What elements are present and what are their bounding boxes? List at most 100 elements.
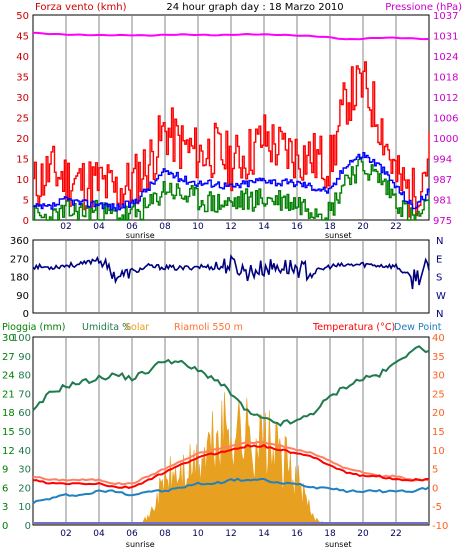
compass-tick-label: E <box>436 254 442 265</box>
hour-tick-label: 02 <box>60 222 71 232</box>
pressure-tick-label: 1037 <box>433 11 458 22</box>
hour-tick-label: 18 <box>324 222 336 232</box>
wind-tick-label: 50 <box>16 11 29 22</box>
hour-tick-label: 04 <box>93 529 105 539</box>
panel-frame-rain-humidity-temperature <box>32 336 430 526</box>
rain-tick-label: 30 <box>2 333 15 344</box>
hour-tick-label: 06 <box>126 529 138 539</box>
wind-tick-label: 25 <box>16 114 29 125</box>
direction-tick-label: 0 <box>23 309 29 320</box>
rain-tick-label: 18 <box>2 408 15 419</box>
temperature-tick-label: -10 <box>432 521 448 532</box>
hour-tick-label: 06 <box>126 222 138 232</box>
compass-tick-label: N <box>436 309 443 320</box>
wind-tick-label: 5 <box>23 196 29 207</box>
dewpoint-series <box>32 477 430 505</box>
hour-tick-label: 10 <box>192 222 204 232</box>
humidity-tick-label: 0 <box>25 521 31 532</box>
hour-tick-label: 20 <box>357 222 369 232</box>
pressure-tick-label: 981 <box>433 196 452 207</box>
pressure-tick-label: 1000 <box>433 134 458 145</box>
hour-tick-label: 02 <box>60 529 71 539</box>
hour-tick-label: 04 <box>93 222 105 232</box>
temperature-tick-label: 5 <box>432 465 438 476</box>
rain-tick-label: 3 <box>2 502 8 513</box>
wind-tick-label: 20 <box>16 134 29 145</box>
rain-humidity-temperature-plot <box>32 345 430 525</box>
wind-direction-plot <box>32 254 430 290</box>
pressure-tick-label: 1012 <box>433 93 458 104</box>
legend-entry: Riamoli 550 m <box>174 322 243 333</box>
panel-frame-wind-direction <box>32 239 430 314</box>
hour-tick-label: 14 <box>258 529 270 539</box>
compass-tick-label: W <box>436 291 446 302</box>
direction-tick-label: 90 <box>16 291 29 302</box>
rain-tick-label: 12 <box>2 446 15 457</box>
legend-entry: Temperatura (°C) <box>312 322 395 333</box>
temperature-tick-label: 40 <box>432 333 445 344</box>
temperature-tick-label: 25 <box>432 389 445 400</box>
legend-entry: Pioggia (mm) <box>2 322 65 333</box>
rain-tick-label: 27 <box>2 352 15 363</box>
hour-tick-label: 16 <box>291 222 303 232</box>
humidity-tick-label: 100 <box>12 333 31 344</box>
wind-tick-label: 15 <box>16 155 29 166</box>
temperature-tick-label: 10 <box>432 446 445 457</box>
sun-annotation-label: sunrise <box>126 231 155 240</box>
compass-tick-label: N <box>436 236 443 247</box>
compass-tick-label: S <box>436 273 442 284</box>
left-axis-label-wind: Forza vento (kmh) <box>35 2 127 13</box>
humidity-tick-label: 70 <box>18 389 31 400</box>
temperature-tick-label: 35 <box>432 352 445 363</box>
chart-title: 24 hour graph day : 18 Marzo 2010 <box>166 2 343 13</box>
humidity-tick-label: 50 <box>18 427 31 438</box>
sun-annotation-label: sunset <box>325 231 352 240</box>
wind-tick-label: 40 <box>16 52 29 63</box>
rain-tick-label: 24 <box>2 371 15 382</box>
pressure-tick-label: 987 <box>433 175 452 186</box>
direction-tick-label: 270 <box>10 254 29 265</box>
hour-tick-label: 16 <box>291 529 303 539</box>
humidity-tick-label: 10 <box>18 502 31 513</box>
humidity-tick-label: 80 <box>18 371 31 382</box>
pressure-series <box>33 31 430 41</box>
hour-tick-label: 14 <box>258 222 270 232</box>
hour-tick-label: 10 <box>192 529 204 539</box>
hour-tick-label: 22 <box>390 529 401 539</box>
legend-entry: Umidita % <box>82 322 131 333</box>
wind-min-series <box>33 156 430 221</box>
wind-pressure-plot <box>33 31 430 221</box>
wind-tick-label: 45 <box>16 32 29 43</box>
hour-tick-label: 08 <box>159 222 171 232</box>
humidity-tick-label: 20 <box>18 483 31 494</box>
pressure-tick-label: 1031 <box>433 32 458 43</box>
temperature-riamoli-series <box>32 440 430 486</box>
panel-frame-wind-pressure <box>32 14 430 221</box>
rain-tick-label: 15 <box>2 427 15 438</box>
humidity-tick-label: 30 <box>18 465 31 476</box>
humidity-tick-label: 90 <box>18 352 31 363</box>
humidity-series <box>32 345 430 427</box>
pressure-tick-label: 1006 <box>433 114 458 125</box>
direction-tick-label: 180 <box>10 273 29 284</box>
hour-tick-label: 12 <box>225 529 236 539</box>
humidity-tick-label: 60 <box>18 408 31 419</box>
humidity-tick-label: 40 <box>18 446 31 457</box>
legend-entry: Solar <box>125 322 149 333</box>
hour-tick-label: 18 <box>324 529 336 539</box>
rain-tick-label: 9 <box>2 465 8 476</box>
hour-tick-label: 12 <box>225 222 236 232</box>
wind-tick-label: 30 <box>16 93 29 104</box>
pressure-tick-label: 1018 <box>433 73 458 84</box>
wind-direction-series <box>32 254 430 290</box>
pressure-tick-label: 975 <box>433 216 452 227</box>
legend-entry: Dew Point <box>394 322 442 333</box>
wind-tick-label: 10 <box>16 175 29 186</box>
direction-tick-label: 360 <box>10 236 29 247</box>
temperature-tick-label: -5 <box>432 502 442 513</box>
rain-tick-label: 6 <box>2 483 8 494</box>
sun-annotation-label: sunrise <box>126 540 155 549</box>
hour-tick-label: 20 <box>357 529 369 539</box>
pressure-tick-label: 1024 <box>433 52 458 63</box>
